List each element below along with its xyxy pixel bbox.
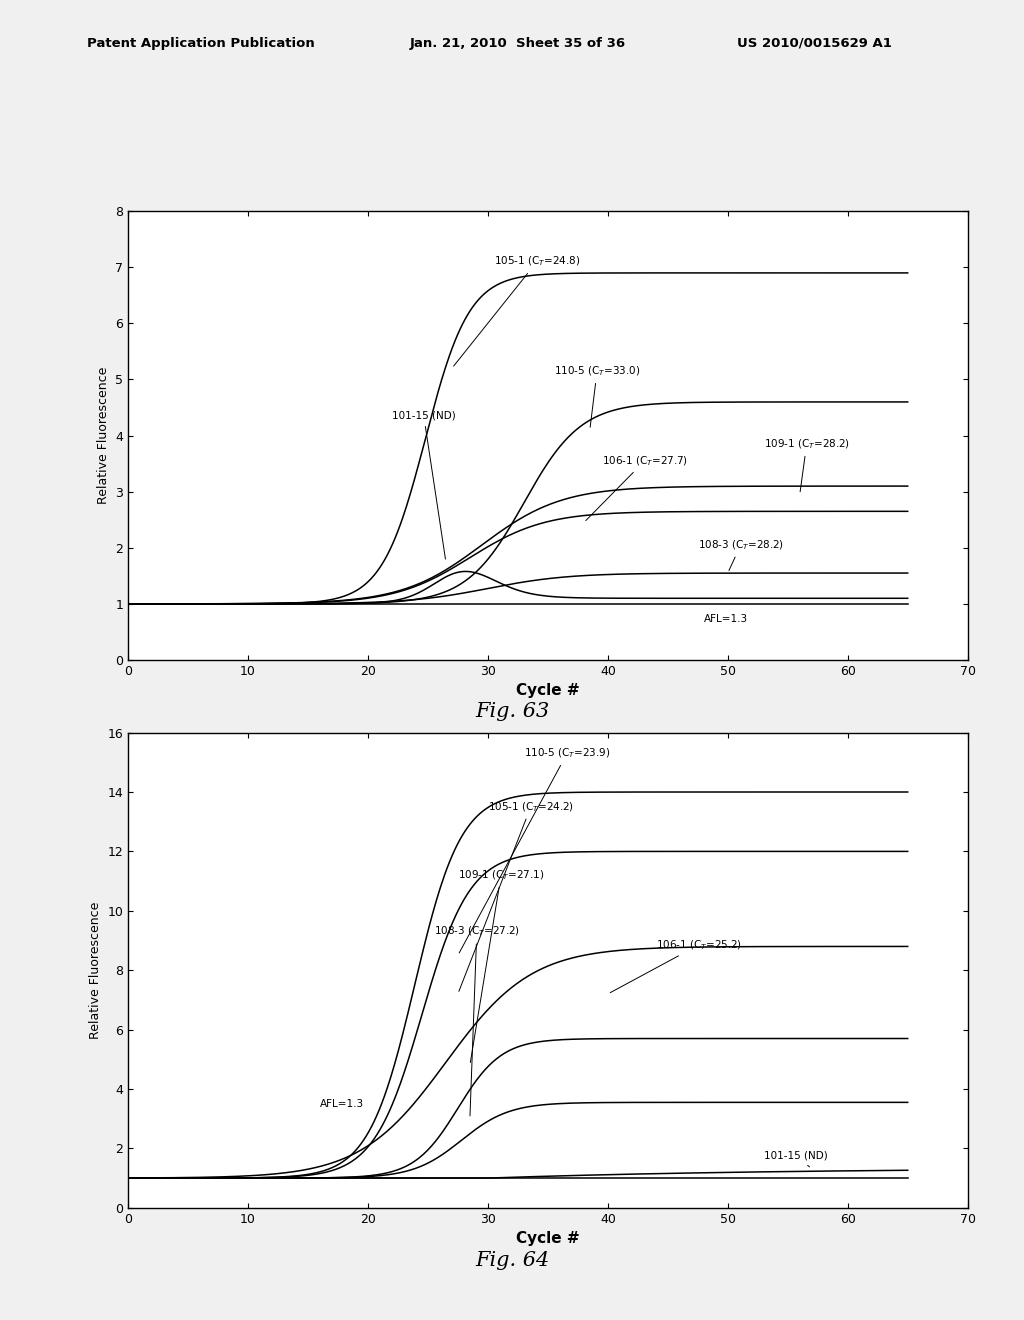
Text: Fig. 63: Fig. 63 xyxy=(475,702,549,721)
Text: 106-1 (C$_T$=25.2): 106-1 (C$_T$=25.2) xyxy=(610,939,741,993)
Y-axis label: Relative Fluorescence: Relative Fluorescence xyxy=(96,367,110,504)
Text: 105-1 (C$_T$=24.2): 105-1 (C$_T$=24.2) xyxy=(459,800,573,991)
Text: 109-1 (C$_T$=27.1): 109-1 (C$_T$=27.1) xyxy=(458,869,545,1063)
Text: 109-1 (C$_T$=28.2): 109-1 (C$_T$=28.2) xyxy=(764,437,850,492)
Text: 101-15 (ND): 101-15 (ND) xyxy=(764,1151,827,1167)
Text: 108-3 (C$_T$=28.2): 108-3 (C$_T$=28.2) xyxy=(697,539,783,570)
Text: 101-15 (ND): 101-15 (ND) xyxy=(392,411,456,560)
Text: US 2010/0015629 A1: US 2010/0015629 A1 xyxy=(737,37,892,50)
Text: 110-5 (C$_T$=33.0): 110-5 (C$_T$=33.0) xyxy=(554,364,640,428)
Text: 105-1 (C$_T$=24.8): 105-1 (C$_T$=24.8) xyxy=(454,255,580,366)
Text: 106-1 (C$_T$=27.7): 106-1 (C$_T$=27.7) xyxy=(586,454,687,520)
Text: AFL=1.3: AFL=1.3 xyxy=(319,1098,365,1109)
Text: 108-3 (C$_T$=27.2): 108-3 (C$_T$=27.2) xyxy=(434,925,520,1115)
Text: Fig. 64: Fig. 64 xyxy=(475,1251,549,1270)
Text: 110-5 (C$_T$=23.9): 110-5 (C$_T$=23.9) xyxy=(459,747,610,953)
Text: Patent Application Publication: Patent Application Publication xyxy=(87,37,314,50)
Text: Jan. 21, 2010  Sheet 35 of 36: Jan. 21, 2010 Sheet 35 of 36 xyxy=(410,37,626,50)
Y-axis label: Relative Fluorescence: Relative Fluorescence xyxy=(89,902,101,1039)
Text: AFL=1.3: AFL=1.3 xyxy=(703,614,748,624)
X-axis label: Cycle #: Cycle # xyxy=(516,1232,580,1246)
X-axis label: Cycle #: Cycle # xyxy=(516,684,580,698)
